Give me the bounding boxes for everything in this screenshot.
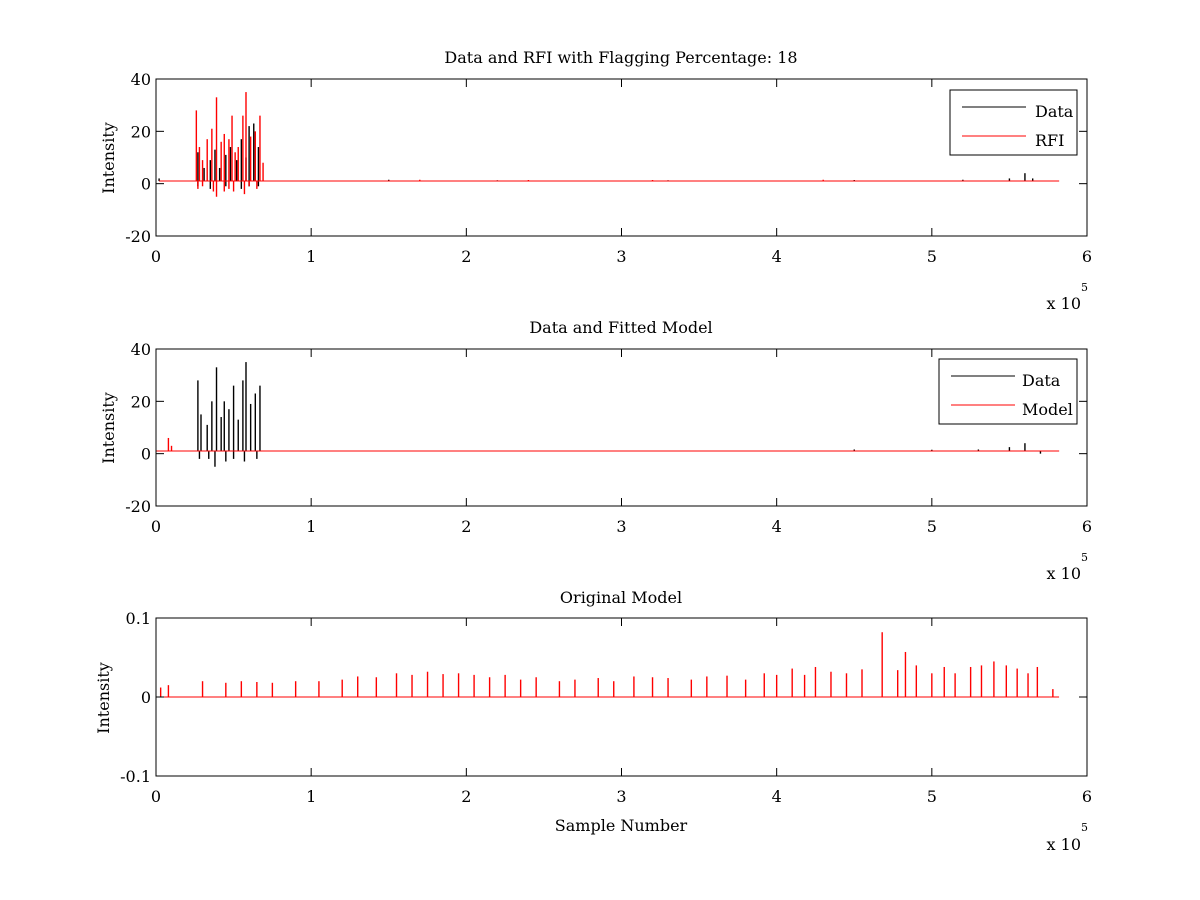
panel-3-title: Original Model <box>560 588 682 607</box>
panel-2-x-exponent: x 10 <box>1047 564 1081 583</box>
panel-1-x-tick-label: 6 <box>1082 247 1092 266</box>
panel-2-x-tick-label: 2 <box>461 517 471 536</box>
panel-2-legend-label-model: Model <box>1022 400 1073 419</box>
panel-1-x-tick-label: 0 <box>151 247 161 266</box>
panel-2-y-tick-label: 20 <box>131 392 151 411</box>
panel-1-title: Data and RFI with Flagging Percentage: 1… <box>444 48 797 67</box>
panel-1-y-tick-label: 0 <box>141 175 151 194</box>
panel-1-y-tick-label: 40 <box>131 70 151 89</box>
panel-3-x-tick-label: 4 <box>772 787 782 806</box>
panel-2-axes-box <box>155 348 1088 507</box>
panel-2-plot-area <box>156 362 1060 467</box>
panel-3-plot-area <box>159 632 1060 698</box>
panel-3-x-tick-label: 5 <box>927 787 937 806</box>
panel-2-x-tick-label: 0 <box>151 517 161 536</box>
panel-1-ylabel: Intensity <box>99 122 118 194</box>
panel-1-x-tick-label: 3 <box>616 247 626 266</box>
panel-1-x-exponent-power: 5 <box>1081 281 1088 294</box>
panel-2-title: Data and Fitted Model <box>529 318 712 337</box>
panel-3-axes-box <box>155 617 1088 777</box>
panel-1-y-tick-label: -20 <box>125 227 151 246</box>
panel-1-x-tick-label: 4 <box>772 247 782 266</box>
panel-1-x-tick-label: 5 <box>927 247 937 266</box>
panel-2-x-tick-label: 4 <box>772 517 782 536</box>
panel-2-x-tick-label: 3 <box>616 517 626 536</box>
panel-3-ylabel: Intensity <box>94 662 113 734</box>
panel-1: Data and RFI with Flagging Percentage: 1… <box>99 48 1092 313</box>
panel-2-legend-label-data: Data <box>1022 371 1061 390</box>
panel-3-x-exponent-power: 5 <box>1081 821 1088 834</box>
panel-3-xlabel: Sample Number <box>555 816 688 835</box>
panel-3-y-tick-label: -0.1 <box>120 767 151 786</box>
panel-2-x-tick-label: 6 <box>1082 517 1092 536</box>
panel-1-legend-label-data: Data <box>1035 102 1074 121</box>
panel-3: Original Model Intensity 0 1 2 3 4 5 6-0.100.1… <box>94 588 1092 854</box>
panel-3-y-tick-label: 0.1 <box>126 609 151 628</box>
panel-1-axes-box <box>155 78 1088 237</box>
panel-1-plot-area <box>158 92 1060 197</box>
panel-1-legend-box <box>949 89 1078 156</box>
panel-3-y-tick-label: 0 <box>141 688 151 707</box>
panel-2-y-tick-label: -20 <box>125 497 151 516</box>
panel-2-legend: Data Model <box>938 358 1078 425</box>
panel-1-x-exponent: x 10 <box>1047 294 1081 313</box>
panel-2-x-tick-label: 1 <box>306 517 316 536</box>
panel-3-x-tick-label: 1 <box>306 787 316 806</box>
panel-1-x-tick-label: 1 <box>306 247 316 266</box>
panel-3-x-tick-label: 2 <box>461 787 471 806</box>
panel-1-legend-label-rfi: RFI <box>1035 131 1064 150</box>
panel-2-x-exponent-power: 5 <box>1081 551 1088 564</box>
panel-1-legend: Data RFI <box>949 89 1078 156</box>
panel-2-y-tick-label: 40 <box>131 340 151 359</box>
panel-2: Data and Fitted Model Intensity 0 1 2 3 4 5 6 -… <box>99 318 1092 583</box>
panel-3-x-exponent: x 10 <box>1047 835 1081 854</box>
panel-2-legend-box <box>938 358 1078 425</box>
panel-3-x-tick-label: 3 <box>616 787 626 806</box>
panel-2-ylabel: Intensity <box>99 392 118 464</box>
panel-3-x-tick-label: 6 <box>1082 787 1092 806</box>
panel-1-y-tick-label: 20 <box>131 122 151 141</box>
panel-2-x-tick-label: 5 <box>927 517 937 536</box>
panel-2-y-tick-label: 0 <box>141 445 151 464</box>
panel-3-x-tick-label: 0 <box>151 787 161 806</box>
panel-1-x-tick-label: 2 <box>461 247 471 266</box>
